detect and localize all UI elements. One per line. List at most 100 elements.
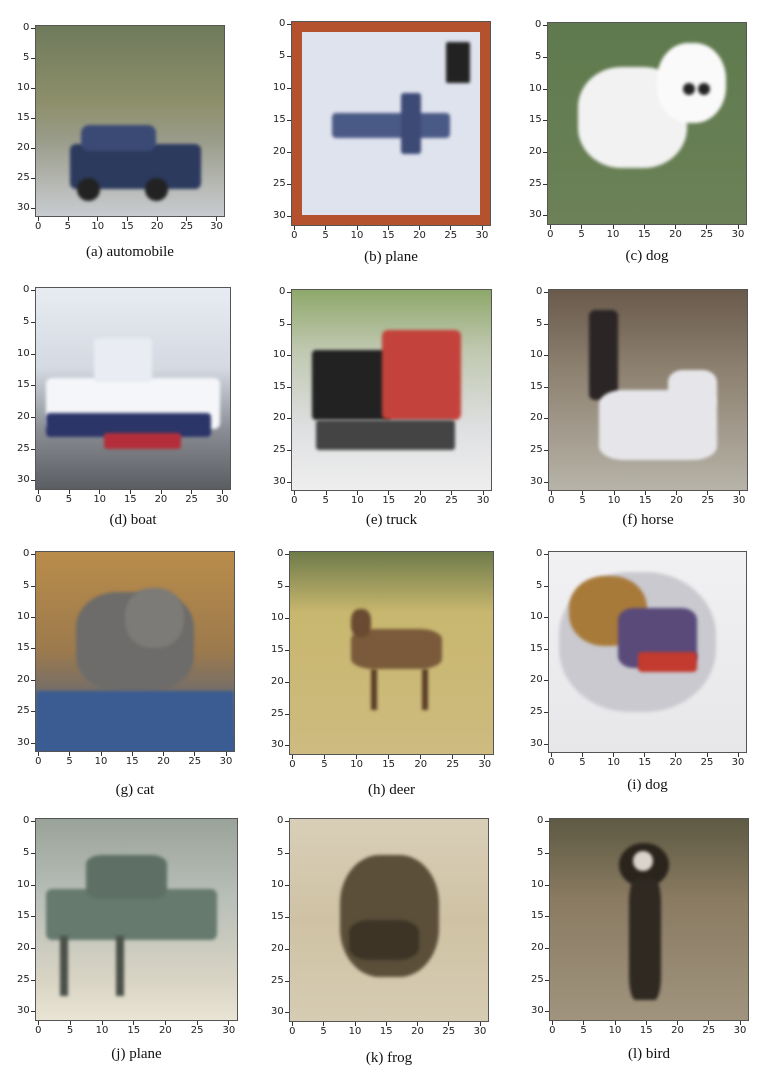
y-tick-mark <box>544 292 548 294</box>
y-tick-mark <box>285 884 289 886</box>
x-tick-mark <box>160 490 162 494</box>
image-region <box>633 851 653 872</box>
y-tick-label: 20 <box>17 411 30 423</box>
x-tick-label: 0 <box>291 230 298 241</box>
image-region <box>36 691 234 751</box>
x-tick-label: 25 <box>180 221 194 232</box>
image-region <box>103 432 182 449</box>
y-tick-mark <box>31 208 35 209</box>
x-tick-mark <box>612 225 614 229</box>
image-region <box>125 587 185 648</box>
x-tick-mark <box>581 225 583 229</box>
x-tick-label: 10 <box>350 495 364 506</box>
x-tick-mark <box>551 753 553 757</box>
x-tick-mark <box>448 1022 450 1026</box>
x-tick-label: 5 <box>322 230 329 241</box>
x-tick-mark <box>196 1021 198 1025</box>
x-tick-label: 20 <box>669 757 683 768</box>
y-tick-label: 20 <box>273 146 286 158</box>
x-tick-label: 25 <box>188 756 202 767</box>
x-tick-label: 20 <box>159 1025 172 1036</box>
x-tick-label: 20 <box>150 221 164 232</box>
x-tick-label: 5 <box>580 1025 587 1036</box>
x-tick-label: 30 <box>219 756 233 767</box>
y-tick-mark <box>544 585 548 587</box>
x-tick-mark <box>388 755 390 759</box>
y-tick-label: 25 <box>530 443 543 455</box>
y-tick-mark <box>287 216 291 218</box>
x-tick-mark <box>675 753 677 757</box>
y-tick-mark <box>544 418 548 420</box>
x-tick-label: 15 <box>637 229 651 240</box>
image-region <box>94 338 153 383</box>
y-tick-mark <box>285 948 289 950</box>
x-tick-label: 0 <box>289 759 296 770</box>
x-tick-mark <box>582 491 584 495</box>
y-tick-mark <box>287 386 291 388</box>
y-tick-label: 5 <box>23 579 30 591</box>
image-horse <box>548 289 748 491</box>
x-tick-mark <box>552 1021 554 1025</box>
y-tick-mark <box>544 449 548 451</box>
x-tick-mark <box>644 753 646 757</box>
image-region <box>331 113 451 138</box>
y-tick-label: 30 <box>271 739 284 751</box>
y-tick-label: 5 <box>537 846 544 858</box>
x-tick-mark <box>645 1021 647 1025</box>
x-tick-mark <box>451 491 453 495</box>
y-tick-mark <box>287 56 291 58</box>
x-tick-mark <box>450 226 452 230</box>
image-region <box>81 124 157 152</box>
image-region <box>86 855 167 900</box>
x-tick-label: 20 <box>154 494 168 505</box>
x-tick-label: 30 <box>731 229 745 240</box>
y-tick-mark <box>31 178 35 179</box>
x-tick-mark <box>69 1021 71 1025</box>
y-tick-label: 15 <box>17 642 30 654</box>
y-tick-mark <box>544 355 548 357</box>
y-tick-mark <box>285 586 289 588</box>
image-plane2 <box>35 818 238 1021</box>
x-tick-label: 25 <box>700 229 714 240</box>
image-region <box>588 310 619 400</box>
y-tick-mark <box>285 681 289 683</box>
x-tick-label: 15 <box>123 494 137 505</box>
x-tick-label: 30 <box>733 1025 747 1036</box>
x-tick-mark <box>37 217 39 221</box>
y-tick-mark <box>545 916 549 918</box>
x-tick-mark <box>708 1021 710 1025</box>
image-region <box>311 350 392 420</box>
x-tick-mark <box>133 1021 135 1025</box>
x-tick-mark <box>643 225 645 229</box>
y-tick-label: 0 <box>277 548 284 560</box>
y-tick-label: 20 <box>529 146 542 158</box>
image-plane1 <box>291 21 491 226</box>
x-tick-label: 0 <box>547 229 554 240</box>
y-tick-label: 0 <box>279 286 286 298</box>
y-tick-mark <box>31 88 35 89</box>
y-tick-mark <box>544 680 548 682</box>
x-tick-label: 15 <box>125 756 139 767</box>
x-tick-label: 25 <box>442 1026 456 1037</box>
x-tick-label: 0 <box>548 757 555 768</box>
y-tick-mark <box>287 88 291 90</box>
y-tick-label: 0 <box>23 815 30 827</box>
y-tick-label: 25 <box>17 705 30 717</box>
x-tick-label: 5 <box>320 1026 327 1037</box>
x-tick-mark <box>452 755 454 759</box>
y-tick-mark <box>31 948 35 950</box>
y-tick-mark <box>543 56 547 58</box>
y-tick-label: 5 <box>23 52 30 63</box>
x-tick-label: 5 <box>578 229 585 240</box>
y-tick-label: 0 <box>23 284 30 296</box>
y-tick-label: 30 <box>17 1005 30 1017</box>
y-tick-mark <box>545 884 549 886</box>
y-tick-label: 25 <box>273 443 286 455</box>
y-tick-mark <box>31 417 35 419</box>
x-tick-label: 10 <box>350 759 363 770</box>
y-tick-label: 25 <box>17 172 30 183</box>
y-tick-label: 0 <box>279 18 286 30</box>
x-tick-label: 5 <box>579 495 586 506</box>
y-tick-label: 20 <box>530 412 543 424</box>
image-caption: (d) boat <box>109 512 157 528</box>
